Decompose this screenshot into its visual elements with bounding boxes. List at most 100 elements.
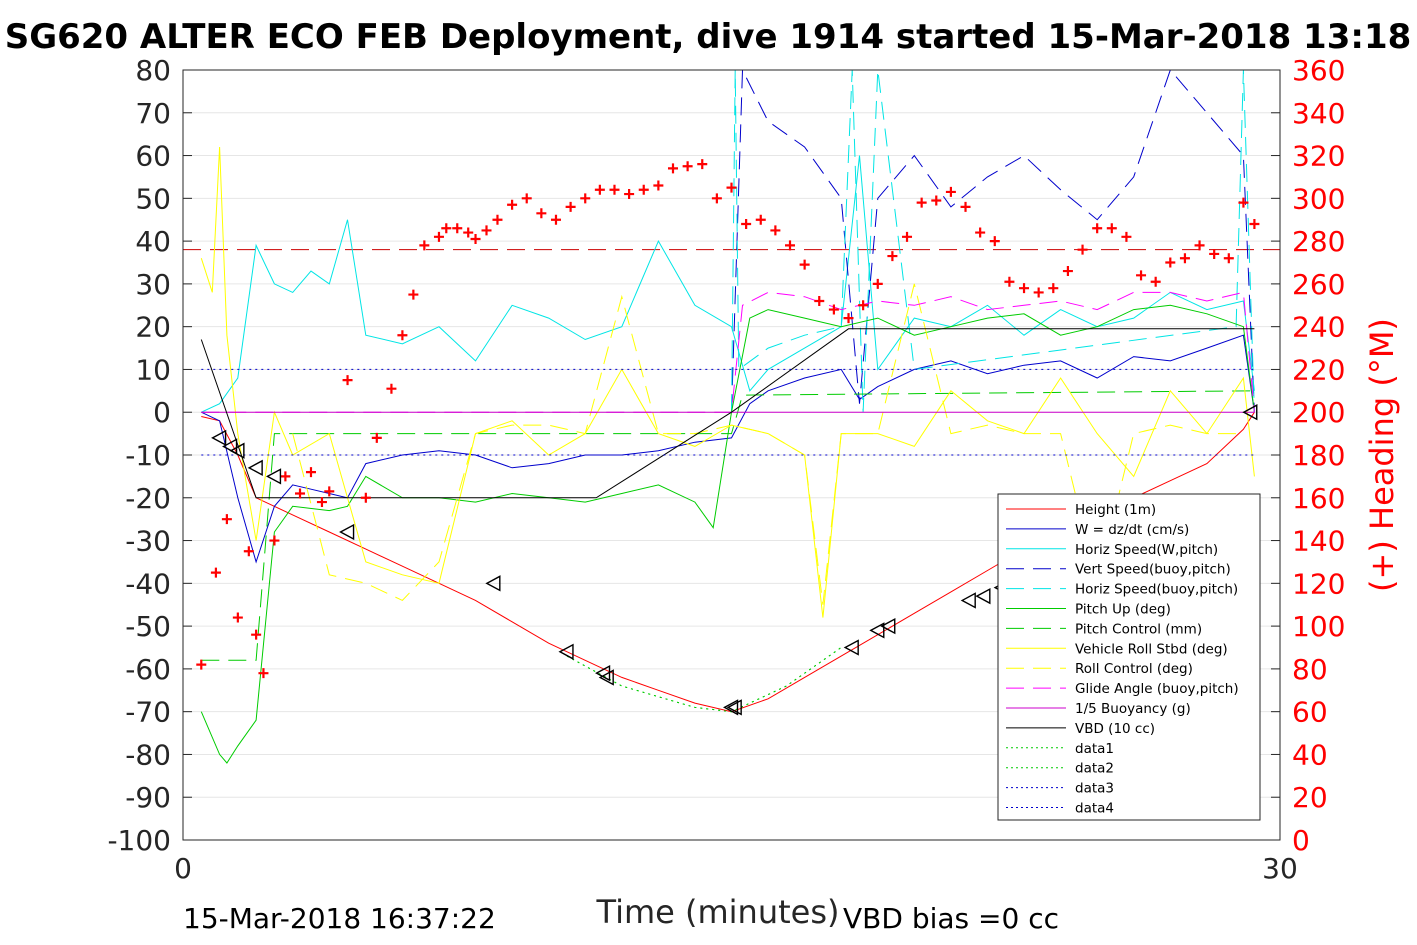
heading-point: [196, 659, 207, 670]
legend-entry-label: data4: [1075, 801, 1114, 817]
series-data2: [566, 647, 842, 713]
direction-marker: [880, 617, 896, 635]
heading-point: [492, 214, 503, 225]
heading-point: [397, 330, 408, 341]
heading-point: [931, 195, 942, 206]
left-tick-label: -10: [125, 439, 171, 472]
heading-point: [342, 375, 353, 386]
heading-point: [536, 208, 547, 219]
heading-point: [741, 219, 752, 229]
heading-point: [682, 161, 693, 172]
right-tick-label: 360: [1292, 54, 1345, 87]
direction-marker: [1242, 404, 1258, 421]
legend-entry-label: Height (1m): [1075, 502, 1156, 518]
legend-entry-label: data2: [1075, 761, 1114, 777]
heading-point: [243, 546, 254, 557]
heading-point: [1179, 253, 1190, 264]
heading-point: [828, 304, 839, 315]
series-pitch-control-mm: [201, 390, 1255, 661]
direction-marker: [598, 669, 614, 686]
direction-marker: [222, 438, 238, 455]
right-tick-label: 160: [1292, 482, 1345, 515]
heading-point: [580, 193, 591, 204]
heading-point: [470, 233, 481, 244]
series-vert-speed-buoy-pitch: [731, 69, 1255, 413]
heading-point: [1165, 257, 1176, 268]
heading-point: [1077, 244, 1088, 255]
heading-point: [902, 231, 913, 242]
left-tick-label: -60: [125, 653, 171, 686]
right-tick-label: 120: [1292, 567, 1345, 600]
heading-point: [1106, 223, 1117, 234]
heading-point: [463, 227, 474, 238]
heading-point: [960, 201, 971, 212]
right-tick-label: 300: [1292, 182, 1345, 215]
legend-entry-label: VBD (10 cc): [1075, 721, 1155, 737]
heading-point: [887, 251, 898, 262]
heading-point: [295, 488, 306, 499]
heading-point: [697, 159, 708, 170]
heading-point: [360, 492, 371, 503]
left-tick-label: 30: [135, 268, 171, 301]
legend-entry-label: Vert Speed(buoy,pitch): [1075, 562, 1231, 578]
heading-point: [975, 227, 986, 238]
right-tick-label: 140: [1292, 525, 1345, 558]
direction-marker: [485, 575, 501, 592]
heading-point: [945, 186, 956, 197]
heading-point: [408, 289, 419, 300]
heading-point: [1223, 253, 1234, 264]
heading-point: [386, 383, 397, 394]
left-tick-label: 80: [135, 54, 171, 87]
x-axis-ticks: 0 30: [174, 831, 1298, 885]
right-tick-label: 260: [1292, 268, 1345, 301]
heading-point: [210, 567, 221, 578]
heading-point: [785, 240, 796, 251]
heading-point: [1209, 248, 1220, 259]
heading-point: [1048, 283, 1059, 294]
series-glide-angle-buoy-pitch: [201, 291, 1255, 413]
heading-point: [594, 184, 605, 195]
x-tick-label: 0: [174, 852, 192, 885]
legend-entry-label: data3: [1075, 781, 1114, 797]
right-tick-label: 100: [1292, 610, 1345, 643]
left-tick-label: -90: [125, 781, 171, 814]
heading-point: [1238, 197, 1249, 208]
legend-entry-label: data1: [1075, 741, 1114, 757]
legend-entry-label: Glide Angle (buoy,pitch): [1075, 681, 1239, 697]
heading-point: [799, 259, 810, 270]
heading-point: [1033, 287, 1044, 298]
heading-point: [726, 182, 737, 193]
right-tick-label: 220: [1292, 353, 1345, 386]
left-tick-label: -100: [107, 824, 171, 857]
right-axis-ticks: 3603403203002802602402202001801601401201…: [1271, 54, 1345, 857]
heading-point: [1150, 276, 1161, 287]
heading-point: [232, 612, 243, 623]
legend-entry-label: Pitch Up (deg): [1075, 602, 1171, 618]
marker-layer: [196, 159, 1260, 716]
heading-point: [1136, 270, 1147, 281]
series-pitch-up-deg: [200, 304, 1255, 764]
heading-point: [638, 184, 649, 195]
heading-point: [452, 223, 463, 234]
heading-point: [872, 278, 883, 289]
direction-marker: [247, 459, 263, 477]
right-tick-label: 200: [1292, 396, 1345, 429]
heading-point: [433, 231, 444, 242]
direction-marker: [726, 699, 742, 716]
right-tick-label: 20: [1292, 781, 1328, 814]
heading-point: [624, 189, 635, 200]
heading-point: [1092, 223, 1103, 234]
heading-point: [258, 668, 269, 679]
right-tick-label: 280: [1292, 225, 1345, 258]
heading-point: [755, 214, 766, 225]
direction-marker: [229, 442, 245, 459]
direction-marker: [211, 429, 227, 447]
left-tick-label: -80: [125, 738, 171, 771]
x-tick-label: 30: [1262, 852, 1298, 885]
direction-marker: [869, 622, 885, 639]
direction-marker: [265, 468, 282, 485]
left-tick-label: -20: [125, 482, 171, 515]
right-tick-label: 320: [1292, 140, 1345, 173]
heading-point: [316, 497, 327, 508]
